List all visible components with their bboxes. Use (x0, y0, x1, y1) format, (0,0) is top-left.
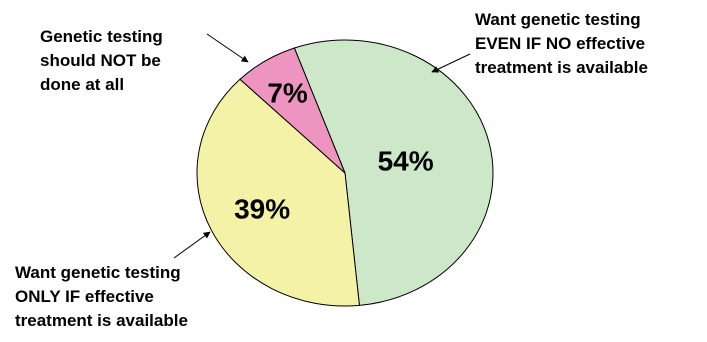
pie-slice (293, 39, 494, 306)
legend-label-want-only-if-treatment: Want genetic testing ONLY IF effective t… (15, 261, 188, 333)
label-line: done at all (40, 75, 125, 94)
pie-slice (196, 78, 360, 307)
slice-percent-label: 54% (378, 146, 434, 177)
label-line: Want genetic testing (475, 10, 641, 29)
leader-arrow (431, 53, 471, 73)
legend-label-should-not-be-done: Genetic testing should NOT be done at al… (40, 25, 163, 97)
label-line: Genetic testing (40, 27, 163, 46)
pie-slice (239, 47, 346, 174)
label-line: treatment is available (475, 58, 648, 77)
leader-arrow (206, 33, 249, 63)
label-line: Want genetic testing (15, 263, 181, 282)
pointers-layer (173, 33, 471, 259)
slice-labels-layer: 54% 39% 7% (234, 77, 434, 224)
label-line: ONLY IF effective (15, 287, 154, 306)
leader-arrow (173, 231, 211, 259)
slices-layer (196, 39, 494, 307)
slice-percent-label: 7% (267, 77, 308, 108)
label-line: should NOT be (40, 51, 161, 70)
slice-percent-label: 39% (234, 193, 290, 224)
legend-label-want-even-if-no-treatment: Want genetic testing EVEN IF NO effectiv… (475, 8, 648, 80)
label-line: treatment is available (15, 311, 188, 330)
label-line: EVEN IF NO effective (475, 34, 646, 53)
